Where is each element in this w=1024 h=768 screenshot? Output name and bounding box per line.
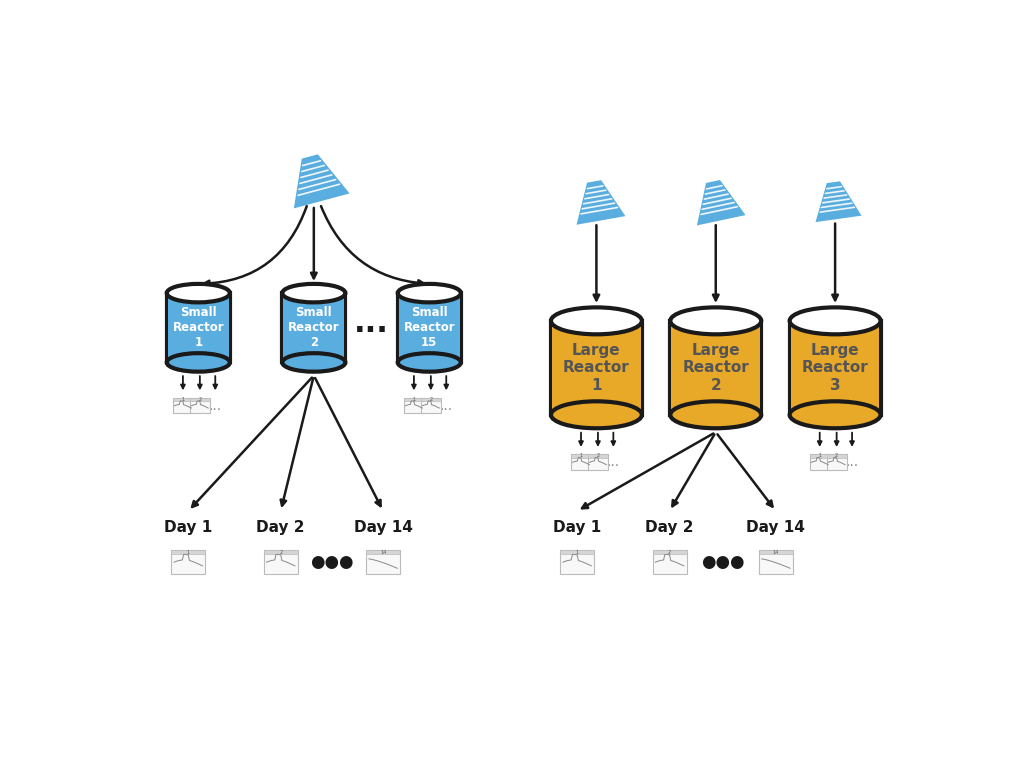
Text: Small
Reactor
1: Small Reactor 1 <box>172 306 224 349</box>
Text: 2: 2 <box>280 550 283 554</box>
Bar <box>168 293 228 362</box>
FancyBboxPatch shape <box>588 455 608 470</box>
Text: 2: 2 <box>668 550 671 554</box>
FancyBboxPatch shape <box>826 455 847 470</box>
Text: ...: ... <box>354 310 389 339</box>
Text: Large
Reactor
2: Large Reactor 2 <box>682 343 750 392</box>
Bar <box>167 293 230 362</box>
Text: 1: 1 <box>186 550 189 554</box>
Ellipse shape <box>551 307 642 334</box>
Text: 1: 1 <box>575 550 579 554</box>
Text: 1: 1 <box>580 453 583 458</box>
FancyBboxPatch shape <box>189 398 210 413</box>
Ellipse shape <box>283 353 345 372</box>
Bar <box>790 321 881 415</box>
FancyBboxPatch shape <box>367 550 400 574</box>
Text: 2: 2 <box>596 453 599 458</box>
Polygon shape <box>815 181 861 222</box>
Text: ...: ... <box>209 399 222 412</box>
FancyBboxPatch shape <box>367 550 400 554</box>
Text: 14: 14 <box>773 550 779 554</box>
Text: Day 1: Day 1 <box>553 521 601 535</box>
Ellipse shape <box>283 284 345 303</box>
Ellipse shape <box>790 307 881 334</box>
FancyBboxPatch shape <box>173 398 193 401</box>
Text: 1: 1 <box>413 397 416 402</box>
Ellipse shape <box>671 402 761 429</box>
FancyBboxPatch shape <box>171 550 205 554</box>
FancyBboxPatch shape <box>560 550 594 554</box>
FancyBboxPatch shape <box>421 398 441 401</box>
Polygon shape <box>577 180 626 225</box>
Text: ...: ... <box>607 455 620 469</box>
FancyBboxPatch shape <box>588 455 608 458</box>
FancyBboxPatch shape <box>652 550 686 574</box>
Text: Small
Reactor
2: Small Reactor 2 <box>288 306 340 349</box>
Ellipse shape <box>397 353 461 372</box>
FancyBboxPatch shape <box>810 455 829 458</box>
Polygon shape <box>294 154 349 208</box>
FancyBboxPatch shape <box>173 398 193 413</box>
Text: ●●●: ●●● <box>310 553 353 571</box>
Text: Large
Reactor
3: Large Reactor 3 <box>802 343 868 392</box>
Ellipse shape <box>397 284 461 303</box>
Text: 2: 2 <box>429 397 432 402</box>
FancyBboxPatch shape <box>171 550 205 574</box>
Text: 1: 1 <box>181 397 184 402</box>
FancyBboxPatch shape <box>189 398 210 401</box>
FancyBboxPatch shape <box>421 398 441 413</box>
Text: 1: 1 <box>818 453 821 458</box>
Ellipse shape <box>671 307 761 334</box>
Bar <box>284 293 344 362</box>
Bar <box>283 293 345 362</box>
Text: 2: 2 <box>836 453 839 458</box>
Bar <box>551 321 642 415</box>
FancyBboxPatch shape <box>571 455 591 458</box>
Bar <box>672 321 760 415</box>
Text: Day 2: Day 2 <box>645 521 694 535</box>
FancyBboxPatch shape <box>826 455 847 458</box>
Ellipse shape <box>790 402 881 429</box>
Text: Day 2: Day 2 <box>256 521 305 535</box>
Bar <box>399 293 460 362</box>
FancyBboxPatch shape <box>571 455 591 470</box>
Bar <box>791 321 880 415</box>
Bar <box>552 321 641 415</box>
Text: Small
Reactor
15: Small Reactor 15 <box>403 306 455 349</box>
Text: ...: ... <box>439 399 453 412</box>
FancyBboxPatch shape <box>652 550 686 554</box>
Ellipse shape <box>167 353 230 372</box>
FancyBboxPatch shape <box>560 550 594 574</box>
Bar <box>671 321 761 415</box>
FancyBboxPatch shape <box>810 455 829 470</box>
Text: Large
Reactor
1: Large Reactor 1 <box>563 343 630 392</box>
Ellipse shape <box>167 284 230 303</box>
Text: Day 14: Day 14 <box>353 521 413 535</box>
FancyBboxPatch shape <box>759 550 793 554</box>
FancyBboxPatch shape <box>403 398 424 413</box>
FancyBboxPatch shape <box>264 550 298 574</box>
Bar <box>397 293 461 362</box>
Text: Day 14: Day 14 <box>746 521 805 535</box>
FancyBboxPatch shape <box>264 550 298 554</box>
Text: Day 1: Day 1 <box>164 521 212 535</box>
Text: ...: ... <box>846 455 858 469</box>
Text: 14: 14 <box>380 550 386 554</box>
Text: 2: 2 <box>199 397 202 402</box>
FancyBboxPatch shape <box>403 398 424 401</box>
FancyBboxPatch shape <box>759 550 793 574</box>
Ellipse shape <box>551 402 642 429</box>
Polygon shape <box>697 180 745 226</box>
Text: ●●●: ●●● <box>701 553 744 571</box>
